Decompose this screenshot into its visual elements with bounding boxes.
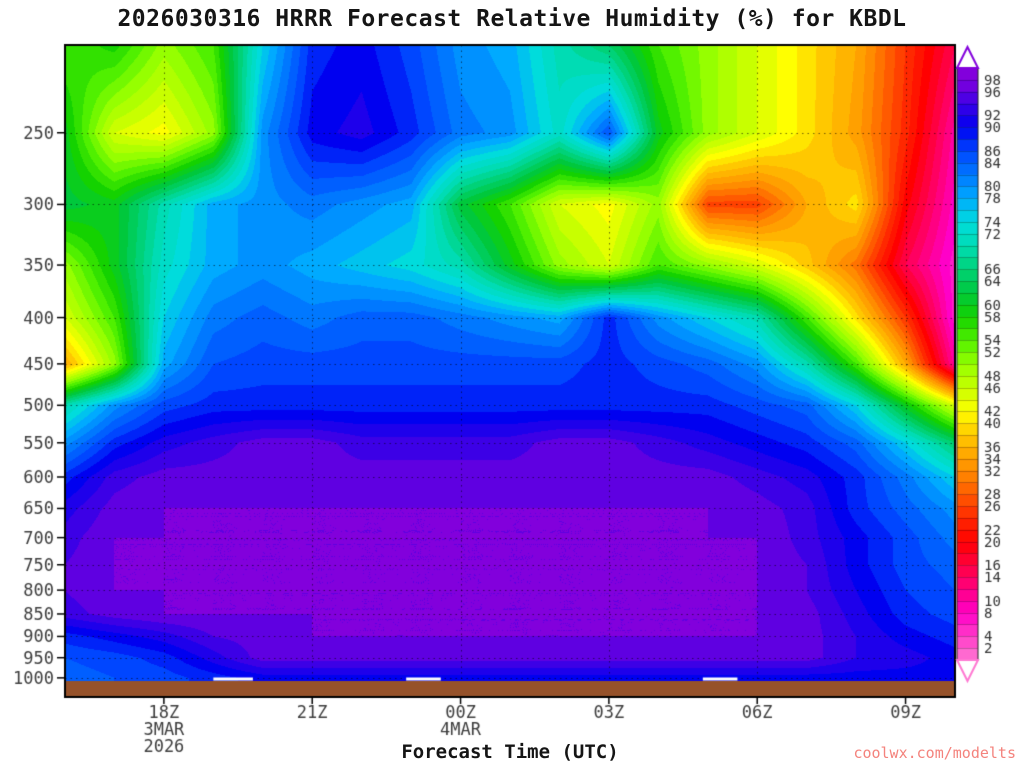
- watermark-link[interactable]: coolwx.com/modelts: [853, 744, 1016, 762]
- chart-title: 2026030316 HRRR Forecast Relative Humidi…: [117, 6, 907, 32]
- x-axis-title: Forecast Time (UTC): [401, 741, 619, 763]
